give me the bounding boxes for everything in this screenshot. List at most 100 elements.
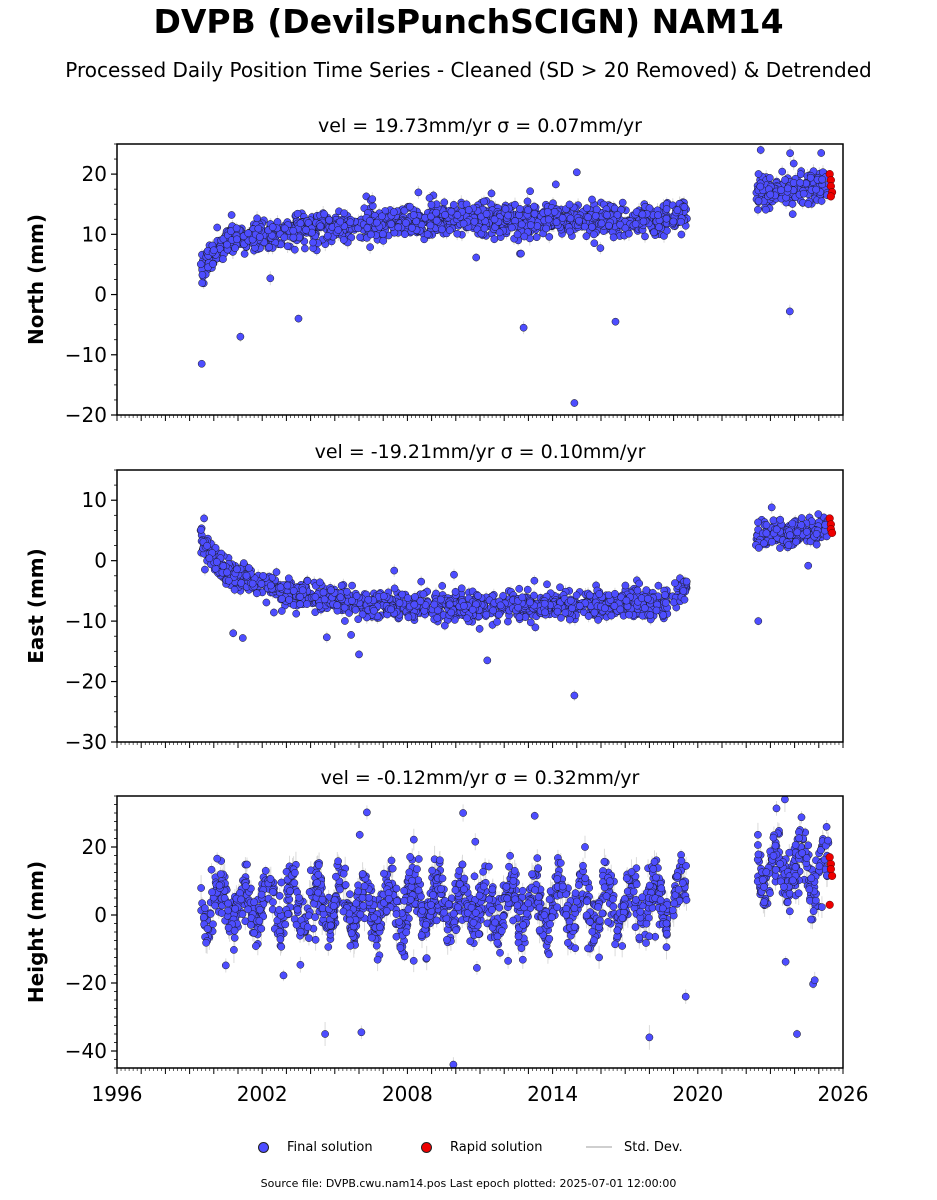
final-point <box>460 602 468 610</box>
final-point <box>520 232 529 241</box>
final-point <box>650 228 658 237</box>
final-point <box>814 510 823 518</box>
final-point <box>197 359 206 368</box>
final-point <box>649 865 658 873</box>
final-point <box>493 618 501 626</box>
final-point <box>645 881 654 890</box>
final-point <box>565 615 574 624</box>
final-point <box>602 892 611 900</box>
final-point <box>276 583 285 592</box>
final-point <box>625 610 633 619</box>
final-point <box>629 887 638 896</box>
final-point <box>551 180 560 189</box>
final-point <box>449 909 458 918</box>
final-point <box>201 904 209 913</box>
final-point <box>309 238 317 247</box>
final-point <box>642 939 650 947</box>
final-point <box>499 912 508 921</box>
final-point <box>277 878 286 887</box>
final-point <box>426 221 435 230</box>
final-point <box>583 897 591 906</box>
final-point <box>594 903 602 911</box>
final-point <box>585 591 594 600</box>
final-point <box>474 591 482 600</box>
final-point <box>379 236 388 245</box>
final-point <box>453 229 462 238</box>
final-point <box>201 565 209 574</box>
final-point <box>550 208 559 216</box>
final-point <box>590 239 599 248</box>
final-point <box>450 570 458 579</box>
final-point <box>293 209 302 218</box>
final-point <box>645 932 654 941</box>
final-point <box>482 210 491 218</box>
final-point <box>444 900 453 909</box>
final-point <box>618 942 627 950</box>
final-point <box>786 531 794 539</box>
final-point <box>368 195 377 203</box>
final-point <box>277 607 286 615</box>
final-point <box>547 913 556 922</box>
final-point <box>485 862 493 871</box>
final-point <box>252 589 261 598</box>
final-point <box>266 875 275 883</box>
final-point <box>754 170 763 178</box>
final-point <box>600 883 609 892</box>
final-point <box>372 218 381 227</box>
final-point <box>452 926 460 935</box>
final-point <box>638 210 647 219</box>
final-point <box>471 837 480 846</box>
final-point <box>233 235 241 244</box>
final-point <box>594 616 602 624</box>
final-point <box>545 950 553 959</box>
final-point <box>518 886 527 895</box>
final-point <box>270 608 278 617</box>
final-point <box>389 208 398 216</box>
final-point <box>677 230 686 239</box>
final-point <box>219 255 227 263</box>
final-point <box>266 274 275 283</box>
final-point <box>631 220 640 228</box>
final-point <box>611 317 620 326</box>
final-point <box>459 219 468 228</box>
final-point <box>347 631 355 639</box>
final-point <box>197 884 205 892</box>
final-point <box>285 595 293 604</box>
final-point <box>298 586 307 595</box>
final-point <box>244 229 253 238</box>
final-point <box>584 213 592 222</box>
final-point <box>410 600 419 609</box>
final-point <box>275 906 284 914</box>
final-point <box>642 586 651 594</box>
final-point <box>354 615 363 624</box>
final-point <box>314 888 322 897</box>
final-point <box>596 916 604 925</box>
final-point <box>343 587 351 596</box>
final-point <box>278 594 286 603</box>
final-point <box>662 205 671 213</box>
final-point <box>402 219 410 227</box>
final-point <box>523 585 532 594</box>
final-point <box>579 861 587 870</box>
final-point <box>395 917 404 926</box>
final-point <box>632 880 641 889</box>
final-point <box>355 830 364 839</box>
final-point <box>339 907 348 916</box>
final-point <box>216 870 225 878</box>
final-point <box>414 855 423 863</box>
final-point <box>400 230 409 239</box>
final-point <box>323 231 332 240</box>
final-point <box>479 867 487 876</box>
final-point <box>440 621 449 630</box>
final-point <box>765 174 774 182</box>
final-point <box>408 223 416 232</box>
final-point <box>646 611 655 619</box>
final-point <box>366 243 374 251</box>
final-point <box>768 538 776 546</box>
final-point <box>496 601 505 610</box>
y-tick-label: −10 <box>65 343 107 367</box>
final-point <box>509 877 518 885</box>
final-point <box>636 907 645 916</box>
final-point <box>642 919 651 928</box>
final-point <box>590 230 598 239</box>
